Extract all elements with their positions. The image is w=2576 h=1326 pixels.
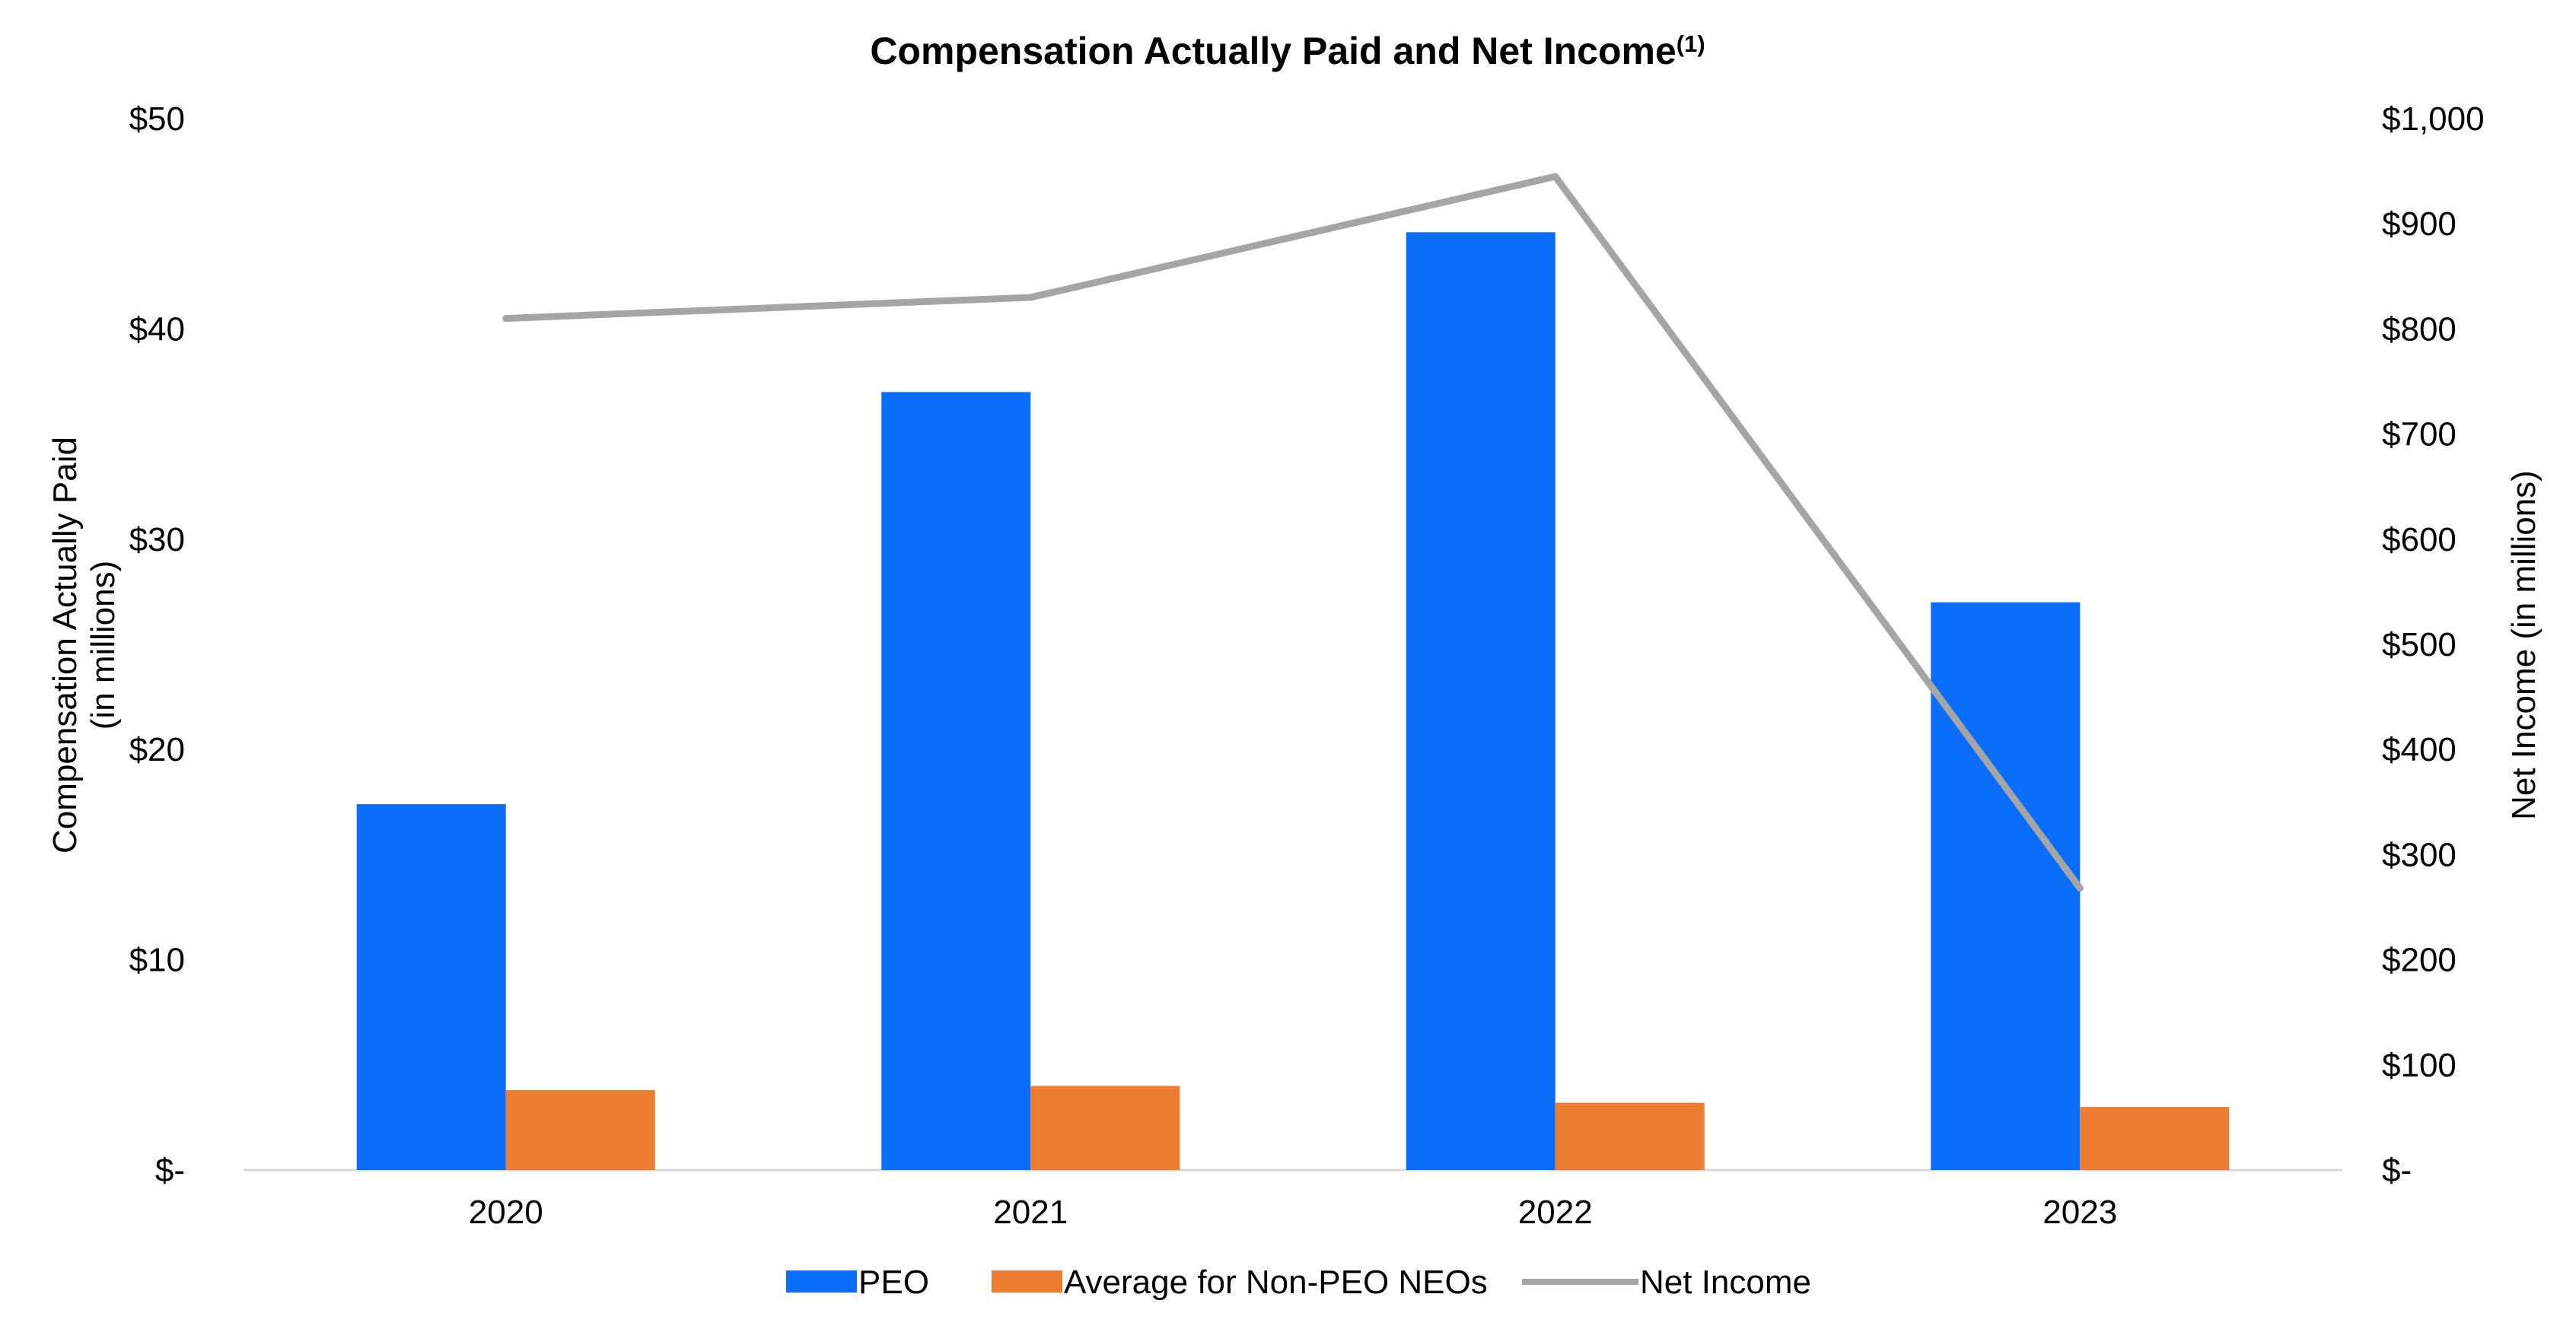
left-axis-title: Compensation Actually Paid(in millions) <box>46 437 122 854</box>
bar-non-peo <box>1030 1086 1180 1170</box>
right-axis-tick-label: $700 <box>2382 416 2457 453</box>
net-income-line <box>502 173 2084 892</box>
x-axis-tick-label: 2022 <box>1518 1194 1593 1231</box>
left-axis-tick-label: $- <box>155 1152 185 1189</box>
bar-peo <box>881 392 1031 1170</box>
right-axis-tick-label: $1,000 <box>2382 100 2485 138</box>
x-axis-tick-label: 2021 <box>993 1194 1068 1231</box>
right-axis-tick-label: $200 <box>2382 942 2457 979</box>
chart-title-main: Compensation Actually Paid and Net Incom… <box>870 30 1676 72</box>
right-axis-tick-label: $400 <box>2382 731 2457 768</box>
x-axis-tick-label: 2023 <box>2043 1194 2117 1231</box>
left-axis-ticks: $- $10 $20 $30 $40 $50 <box>129 100 185 1189</box>
left-axis-title-line1: Compensation Actually Paid <box>46 437 84 854</box>
left-axis-tick-label: $40 <box>129 310 185 348</box>
bars-group <box>356 232 2230 1171</box>
net-income-point <box>1552 173 1559 180</box>
legend-swatch-non-peo <box>992 1270 1062 1293</box>
left-axis-tick-label: $30 <box>129 521 185 558</box>
right-axis-ticks: $- $100 $200 $300 $400 $500 $600 $700 $800 $900 $1… <box>2382 100 2485 1189</box>
left-axis-tick-label: $20 <box>129 731 185 768</box>
right-axis-tick-label: $800 <box>2382 310 2457 348</box>
legend-label-peo: PEO <box>858 1264 929 1301</box>
net-income-point <box>2076 885 2084 892</box>
x-axis-tick-label: 2020 <box>469 1194 543 1231</box>
legend-label-non-peo: Average for Non-PEO NEOs <box>1064 1264 1488 1301</box>
bar-non-peo <box>1555 1102 1705 1170</box>
right-axis-tick-label: $300 <box>2382 836 2457 873</box>
bar-peo <box>1406 232 1555 1171</box>
right-axis-tick-label: $100 <box>2382 1047 2457 1084</box>
net-income-point <box>502 315 510 323</box>
bar-non-peo <box>505 1089 655 1170</box>
right-axis-tick-label: $600 <box>2382 521 2457 558</box>
left-axis-title-line2: (in millions) <box>84 561 122 730</box>
chart-title-superscript: (1) <box>1676 30 1705 57</box>
net-income-point <box>1027 294 1034 301</box>
left-axis-tick-label: $50 <box>129 100 185 138</box>
legend-swatch-peo <box>786 1270 857 1293</box>
legend-label-net-income: Net Income <box>1640 1264 1811 1301</box>
left-axis-tick-label: $10 <box>129 942 185 979</box>
chart-title: Compensation Actually Paid and Net Incom… <box>870 30 1705 72</box>
right-axis-title: Net Income (in millions) <box>2505 470 2543 820</box>
right-axis-tick-label: $500 <box>2382 626 2457 663</box>
net-income-line-group <box>502 173 2084 892</box>
x-axis-tick-labels: 2020 2021 2022 2023 <box>469 1194 2117 1231</box>
legend: PEO Average for Non-PEO NEOs Net Income <box>786 1264 1811 1301</box>
right-axis-tick-label: $900 <box>2382 205 2457 243</box>
bar-peo <box>356 804 506 1170</box>
bar-non-peo <box>2080 1107 2230 1170</box>
bar-peo <box>1931 602 2081 1170</box>
right-axis-tick-label: $- <box>2382 1152 2412 1189</box>
